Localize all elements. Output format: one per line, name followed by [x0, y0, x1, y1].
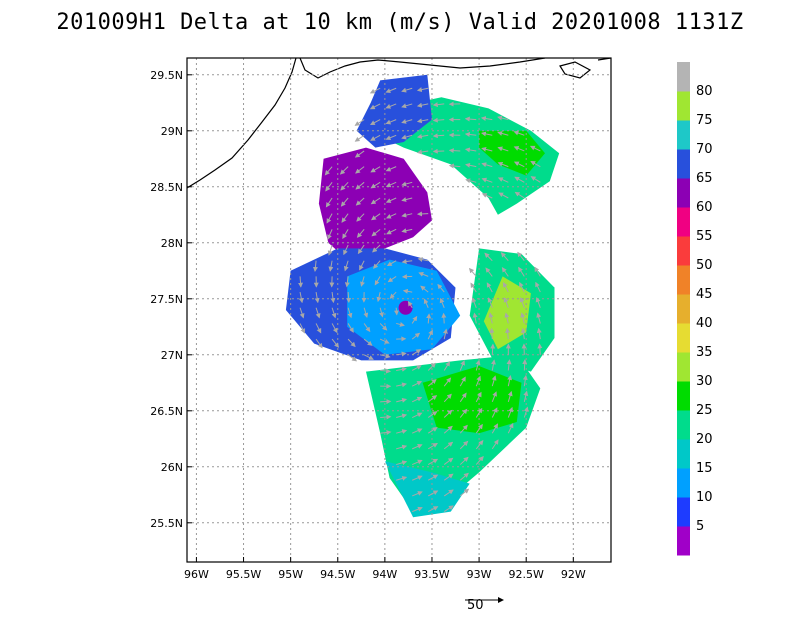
colorbar-label: 30: [696, 374, 713, 389]
x-tick-label: 93W: [467, 568, 492, 581]
colorbar-label: 75: [696, 113, 713, 128]
colorbar-label: 60: [696, 200, 713, 215]
y-tick-label: 29.5N: [150, 69, 183, 82]
wind-vector: [444, 314, 445, 324]
colorbar-segment: [677, 62, 690, 92]
colorbar-segment: [677, 120, 690, 150]
y-tick-label: 26N: [161, 461, 183, 474]
colorbar-segment: [677, 178, 690, 208]
colorbar-segment: [677, 526, 690, 556]
colorbar-segment: [677, 352, 690, 382]
colorbar-segment: [677, 468, 690, 498]
y-tick-label: 29N: [161, 125, 183, 138]
y-axis: 25.5N 26N 26.5N 27N 27.5N 28N 28.5N 29N 29.5N: [150, 69, 192, 530]
y-tick-label: 27.5N: [150, 293, 183, 306]
y-tick-label: 26.5N: [150, 405, 183, 418]
wind-vector: [470, 269, 477, 277]
wind-speed-field: [286, 75, 559, 517]
colorbar-label: 50: [696, 258, 713, 273]
colorbar-segment: [677, 294, 690, 324]
colorbar-label: 45: [696, 287, 713, 302]
scale-arrow-label: 50: [467, 598, 484, 613]
colorbar-segment: [677, 439, 690, 469]
colorbar: 5 10 15 20 25 30 35 40 45 50 55 60 65 70 75 80: [677, 62, 713, 556]
colorbar-label: 70: [696, 142, 713, 157]
colorbar-segment: [677, 410, 690, 440]
colorbar-label: 10: [696, 490, 713, 505]
x-tick-label: 93.5W: [414, 568, 449, 581]
wind-vector: [355, 135, 364, 141]
colorbar-label: 20: [696, 432, 713, 447]
colorbar-label: 25: [696, 403, 713, 418]
colorbar-label: 5: [696, 519, 704, 534]
wind-vector: [492, 345, 493, 355]
y-tick-label: 25.5N: [150, 517, 183, 530]
wind-vector: [396, 308, 397, 315]
wind-region-northwest-max-region: [319, 148, 432, 260]
colorbar-segment: [677, 91, 690, 121]
colorbar-label: 35: [696, 345, 713, 360]
colorbar-segment: [677, 149, 690, 179]
wind-vector: [450, 150, 460, 151]
colorbar-label: 40: [696, 316, 713, 331]
x-axis: 96W 95.5W 95W 94.5W 94W 93.5W 93W 92.5W 92W: [184, 557, 586, 581]
y-tick-label: 27N: [161, 349, 183, 362]
colorbar-segment: [677, 381, 690, 411]
colorbar-label: 15: [696, 461, 713, 476]
colorbar-segment: [677, 207, 690, 237]
x-tick-label: 92.5W: [509, 568, 544, 581]
colorbar-label: 65: [696, 171, 713, 186]
colorbar-segment: [677, 323, 690, 353]
x-tick-label: 95W: [278, 568, 303, 581]
x-tick-label: 92W: [561, 568, 586, 581]
colorbar-segment: [677, 497, 690, 527]
x-tick-label: 94W: [372, 568, 397, 581]
storm-eye: [399, 301, 413, 315]
colorbar-label: 80: [696, 84, 713, 99]
wind-vector: [492, 329, 493, 339]
y-tick-label: 28.5N: [150, 181, 183, 194]
x-tick-label: 96W: [184, 568, 209, 581]
wind-vector: [524, 360, 525, 370]
colorbar-segment: [677, 265, 690, 295]
colorbar-segment: [677, 236, 690, 266]
x-tick-label: 95.5W: [226, 568, 261, 581]
colorbar-label: 55: [696, 229, 713, 244]
x-tick-label: 94.5W: [320, 568, 355, 581]
y-tick-label: 28N: [161, 237, 183, 250]
